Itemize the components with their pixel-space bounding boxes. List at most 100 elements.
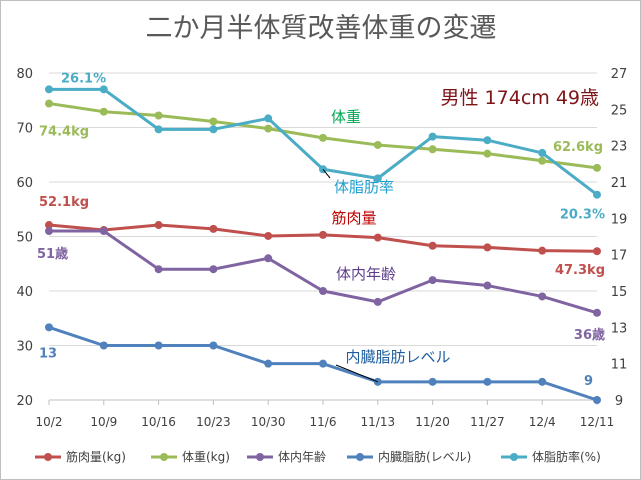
data-point bbox=[264, 254, 273, 263]
data-point bbox=[538, 292, 547, 301]
data-point bbox=[99, 107, 108, 116]
data-point bbox=[373, 297, 382, 306]
data-point bbox=[154, 265, 163, 274]
subject-info: 男性 174cm 49歳 bbox=[441, 87, 599, 109]
data-point bbox=[373, 174, 382, 183]
data-point bbox=[593, 308, 601, 317]
data-point bbox=[209, 117, 218, 126]
start-value-label: 26.1% bbox=[61, 71, 106, 86]
y-right-tick-label: 19 bbox=[611, 212, 628, 227]
legend-marker bbox=[510, 453, 518, 461]
x-tick-label: 11/6 bbox=[310, 415, 337, 429]
data-point bbox=[428, 377, 437, 386]
y-left-tick-label: 60 bbox=[16, 176, 33, 191]
series-inline-label: 体重 bbox=[331, 108, 361, 126]
y-left-tick-label: 50 bbox=[16, 231, 33, 246]
series-inline-label: 内臓脂肪レベル bbox=[345, 348, 450, 366]
data-point bbox=[264, 124, 273, 133]
data-point bbox=[319, 133, 327, 142]
data-point bbox=[45, 85, 53, 94]
data-point bbox=[593, 190, 601, 199]
data-point bbox=[373, 140, 382, 149]
data-point bbox=[538, 148, 547, 157]
series-inline-label: 筋肉量 bbox=[331, 209, 376, 227]
y-left-tick-label: 40 bbox=[16, 285, 33, 300]
data-point bbox=[45, 227, 53, 236]
series-2 bbox=[45, 227, 601, 317]
x-tick-label: 10/9 bbox=[90, 415, 117, 429]
y-right-tick-label: 27 bbox=[611, 67, 628, 82]
end-value-label: 47.3kg bbox=[555, 263, 605, 278]
data-point bbox=[99, 227, 108, 236]
x-tick-label: 10/23 bbox=[196, 415, 231, 429]
data-point bbox=[538, 156, 547, 165]
data-point bbox=[483, 377, 492, 386]
data-point bbox=[319, 359, 327, 368]
y-right-tick-label: 15 bbox=[611, 285, 628, 300]
data-point bbox=[483, 281, 492, 290]
y-right-tick-label: 13 bbox=[611, 321, 628, 336]
data-point bbox=[428, 145, 437, 154]
data-point bbox=[593, 247, 601, 256]
series-inline-label: 体内年齢 bbox=[336, 265, 396, 283]
y-left-tick-label: 20 bbox=[16, 394, 33, 409]
legend-marker bbox=[44, 453, 52, 461]
x-tick-label: 10/30 bbox=[251, 415, 286, 429]
legend-marker bbox=[356, 453, 364, 461]
start-value-label: 52.1kg bbox=[39, 195, 89, 210]
data-point bbox=[483, 136, 492, 145]
data-point bbox=[154, 221, 163, 230]
y-right-tick-label: 9 bbox=[615, 394, 623, 409]
data-point bbox=[99, 341, 108, 350]
data-point bbox=[99, 85, 108, 94]
end-value-label: 9 bbox=[584, 374, 593, 389]
start-value-label: 13 bbox=[39, 346, 57, 361]
x-tick-label: 11/27 bbox=[470, 415, 505, 429]
data-point bbox=[483, 149, 492, 158]
data-point bbox=[209, 125, 218, 134]
data-point bbox=[154, 341, 163, 350]
leader-line bbox=[322, 168, 331, 179]
data-point bbox=[428, 132, 437, 141]
data-point bbox=[538, 246, 547, 255]
x-tick-label: 12/11 bbox=[580, 415, 615, 429]
data-point bbox=[264, 359, 273, 368]
legend-marker bbox=[160, 453, 168, 461]
start-value-label: 74.4kg bbox=[39, 125, 89, 140]
data-point bbox=[209, 341, 218, 350]
data-point bbox=[209, 224, 218, 233]
data-point bbox=[373, 233, 382, 242]
x-tick-label: 10/2 bbox=[36, 415, 63, 429]
data-point bbox=[428, 276, 437, 285]
data-point bbox=[264, 114, 273, 123]
y-left-tick-label: 80 bbox=[16, 67, 33, 82]
legend-item-label: 体重(kg) bbox=[182, 450, 230, 464]
end-value-label: 62.6kg bbox=[553, 140, 603, 155]
end-value-label: 36歳 bbox=[574, 327, 605, 343]
x-tick-label: 11/13 bbox=[361, 415, 396, 429]
data-point bbox=[593, 396, 601, 404]
series-line bbox=[49, 229, 598, 315]
data-point bbox=[538, 377, 547, 386]
data-point bbox=[45, 323, 53, 332]
x-tick-label: 12/4 bbox=[529, 415, 556, 429]
series-0 bbox=[45, 221, 601, 256]
x-tick-label: 11/20 bbox=[415, 415, 450, 429]
y-right-tick-label: 11 bbox=[611, 358, 628, 373]
legend-item-label: 体内年齢 bbox=[278, 449, 326, 464]
chart-title: 二か月半体質改善体重の変遷 bbox=[146, 13, 497, 44]
series-1 bbox=[45, 99, 601, 172]
data-point bbox=[45, 99, 53, 108]
y-right-tick-label: 23 bbox=[611, 140, 628, 155]
end-value-label: 20.3% bbox=[560, 208, 605, 223]
series-inline-label: 体脂肪率 bbox=[334, 178, 394, 196]
y-right-tick-label: 17 bbox=[611, 249, 628, 264]
y-left-tick-label: 30 bbox=[16, 340, 33, 355]
data-point bbox=[209, 265, 218, 274]
data-point bbox=[154, 111, 163, 120]
data-point bbox=[593, 163, 601, 172]
data-point bbox=[428, 241, 437, 250]
legend-item-label: 体脂肪率(%) bbox=[532, 449, 601, 464]
